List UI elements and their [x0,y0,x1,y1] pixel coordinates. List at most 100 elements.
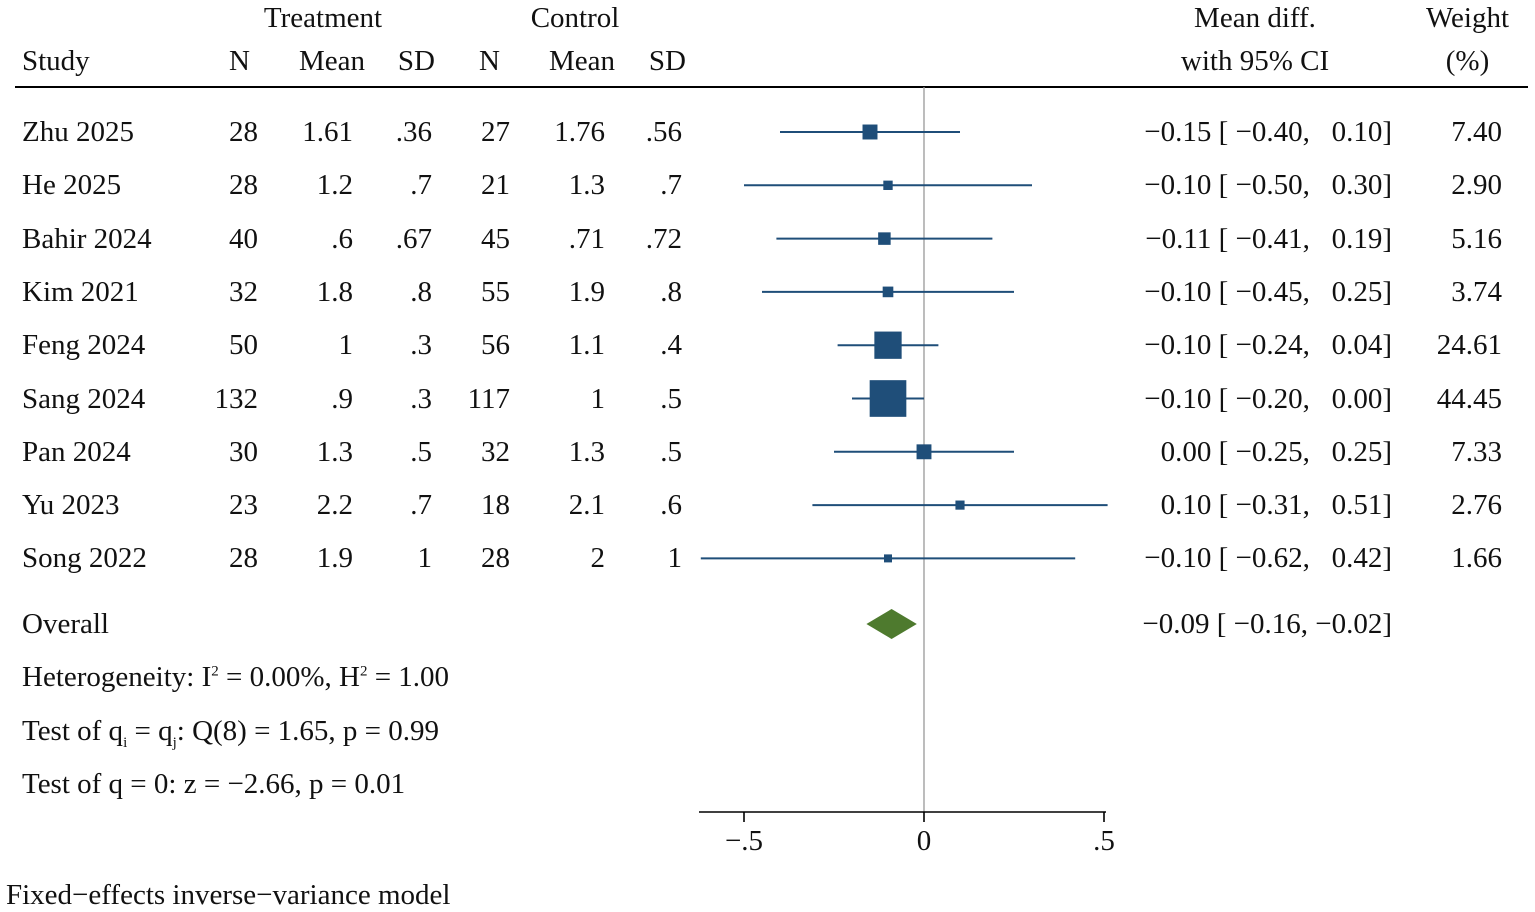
treatment-sd: .7 [410,489,432,522]
ci-text: −0.10 [ −0.24, 0.04] [1144,329,1392,362]
control-sd: .5 [660,382,682,415]
treatment-n-header: N [229,45,250,77]
control-n: 55 [481,275,510,308]
effect-marker [882,286,894,298]
weight-value: 7.33 [1451,435,1502,468]
ci-text: −0.10 [ −0.50, 0.30] [1144,169,1392,202]
control-mean: 1.1 [568,329,605,362]
study-column-header: Study [22,45,90,77]
control-n: 28 [481,542,510,575]
control-sd: 1 [667,542,683,575]
x-tick-label: 0 [917,825,932,857]
ci-text: −0.10 [ −0.20, 0.00] [1144,382,1392,415]
weight-value: 1.66 [1451,542,1502,575]
control-sd: .4 [660,329,682,362]
weight-header-line2: (%) [1445,45,1490,77]
control-sd: .7 [660,169,682,202]
control-mean: 1.9 [568,275,605,308]
treatment-mean: 1.2 [316,169,353,202]
treatment-mean-header: Mean [298,45,365,77]
overall-diamond [866,609,917,639]
treatment-n: 40 [229,222,258,255]
weight-value: 5.16 [1451,222,1502,255]
study-name: Sang 2024 [22,382,146,415]
control-sd: .8 [660,275,682,308]
treatment-sd: .67 [395,222,432,255]
control-sd-header: SD [648,45,686,77]
treatment-n: 30 [229,435,258,468]
control-mean: 1.3 [568,169,605,202]
treatment-mean: 1.8 [316,275,353,308]
overall-ci-text: −0.09 [ −0.16, −0.02] [1142,608,1392,640]
treatment-mean: .9 [331,382,353,415]
ci-text: 0.00 [ −0.25, 0.25] [1160,435,1392,468]
control-sd: .6 [660,489,682,522]
control-n: 27 [481,116,510,148]
treatment-sd: .7 [410,169,432,202]
weight-value: 7.40 [1451,116,1502,148]
weight-header-line1: Weight [1425,2,1510,34]
treatment-n: 28 [229,116,258,148]
homogeneity-test: Test of qi = qj: Q(8) = 1.65, p = 0.99 [22,715,440,751]
control-sd: .5 [660,435,682,468]
ci-text: 0.10 [ −0.31, 0.51] [1160,489,1392,522]
ci-text: −0.11 [ −0.41, 0.19] [1145,222,1392,255]
control-n: 45 [481,222,510,255]
treatment-n: 28 [229,169,258,202]
control-mean: 1.76 [554,116,605,148]
effect-marker [955,500,965,510]
ci-text: −0.15 [ −0.40, 0.10] [1144,116,1392,148]
effect-marker [869,380,907,417]
treatment-sd-header: SD [397,45,435,77]
treatment-n: 28 [229,542,258,575]
effect-marker [883,180,893,190]
weight-value: 2.76 [1451,489,1502,522]
control-mean-header: Mean [548,45,615,77]
heterogeneity-stat: Heterogeneity: I2 = 0.00%, H2 = 1.00 [22,661,450,693]
study-name: He 2025 [22,169,122,202]
control-mean: .71 [568,222,605,255]
weight-value: 3.74 [1451,275,1502,308]
control-n: 117 [467,382,510,415]
weight-value: 44.45 [1436,382,1502,415]
study-name: Pan 2024 [22,435,131,468]
study-name: Feng 2024 [22,329,146,362]
mean-diff-header-line2: with 95% CI [1180,45,1330,77]
treatment-mean: 1.3 [316,435,353,468]
effect-marker [884,554,892,563]
treatment-sd: .5 [410,435,432,468]
treatment-sd: .3 [410,382,432,415]
treatment-sd: .8 [410,275,432,308]
study-name: Zhu 2025 [22,116,134,148]
study-name: Kim 2021 [22,275,139,308]
control-mean: 1.3 [568,435,605,468]
control-n: 56 [481,329,510,362]
treatment-mean: 1.9 [316,542,353,575]
control-sd: .56 [645,116,682,148]
x-tick-label: −.5 [725,825,763,857]
control-mean: 2.1 [568,489,605,522]
study-name: Song 2022 [22,542,147,575]
study-name: Bahir 2024 [22,222,152,255]
control-n: 18 [481,489,510,522]
mean-diff-header-line1: Mean diff. [1194,2,1316,34]
model-note: Fixed−effects inverse−variance model [6,879,451,911]
treatment-sd: 1 [417,542,433,575]
treatment-n: 23 [229,489,258,522]
treatment-header: Treatment [263,2,383,34]
treatment-mean: 1.61 [302,116,353,148]
treatment-mean: 1 [338,329,354,362]
ci-text: −0.10 [ −0.45, 0.25] [1144,275,1392,308]
treatment-mean: 2.2 [316,489,353,522]
effect-marker [874,331,902,359]
effect-marker [916,444,932,460]
weight-value: 24.61 [1436,329,1502,362]
treatment-n: 132 [214,382,259,415]
study-name: Yu 2023 [22,489,120,522]
control-header: Control [530,2,620,34]
control-sd: .72 [645,222,682,255]
treatment-sd: .36 [395,116,432,148]
overall-effect-test: Test of q = 0: z = −2.66, p = 0.01 [22,768,406,800]
weight-value: 2.90 [1451,169,1502,202]
